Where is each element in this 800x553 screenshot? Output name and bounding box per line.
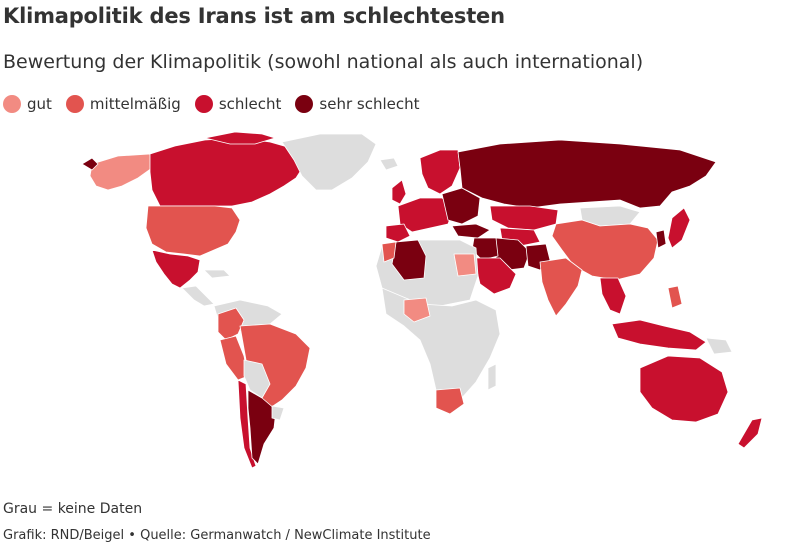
- legend-swatch-gut: [3, 95, 21, 113]
- chart-subtitle: Bewertung der Klimapolitik (sowohl natio…: [3, 51, 644, 73]
- legend-label-sehr-schlecht: sehr schlecht: [319, 95, 420, 113]
- region-morocco[interactable]: [381, 241, 397, 263]
- region-central-america[interactable]: [181, 285, 215, 307]
- region-algeria[interactable]: [391, 239, 427, 281]
- region-egypt[interactable]: [453, 253, 477, 277]
- region-indonesia[interactable]: [611, 319, 707, 351]
- region-japan[interactable]: [667, 207, 691, 249]
- region-mexico[interactable]: [151, 249, 201, 289]
- region-madagascar[interactable]: [487, 363, 497, 391]
- region-south-africa[interactable]: [435, 387, 465, 415]
- region-usa[interactable]: [145, 205, 241, 257]
- region-se-asia[interactable]: [599, 277, 627, 315]
- legend-item-sehr-schlecht: sehr schlecht: [295, 95, 420, 113]
- region-greenland[interactable]: [281, 133, 377, 191]
- region-saudi-arabia[interactable]: [473, 257, 517, 295]
- chart-title: Klimapolitik des Irans ist am schlechtes…: [3, 4, 505, 28]
- region-colombia[interactable]: [217, 307, 245, 341]
- legend-item-schlecht: schlecht: [194, 95, 282, 113]
- region-new-zealand[interactable]: [737, 417, 763, 449]
- region-korea[interactable]: [655, 229, 667, 249]
- region-caribbean[interactable]: [203, 269, 231, 279]
- region-india[interactable]: [539, 257, 583, 317]
- region-iberia[interactable]: [385, 223, 411, 243]
- legend-swatch-sehr-schlecht: [295, 95, 314, 113]
- region-papua[interactable]: [705, 337, 733, 355]
- region-chile[interactable]: [237, 379, 257, 469]
- legend-label-mittelmaessig: mittelmäßig: [89, 95, 181, 113]
- region-australia[interactable]: [639, 355, 729, 423]
- region-uruguay[interactable]: [271, 405, 285, 421]
- region-canada-islands[interactable]: [204, 131, 276, 145]
- region-turkey[interactable]: [451, 223, 491, 239]
- source-credit: Grafik: RND/Beigel • Quelle: Germanwatch…: [3, 528, 431, 543]
- region-alaska-tip[interactable]: [81, 157, 99, 171]
- legend-item-mittelmaessig: mittelmäßig: [65, 95, 181, 113]
- legend-swatch-mittelmaessig: [65, 95, 84, 113]
- region-alaska[interactable]: [89, 153, 161, 191]
- region-philippines[interactable]: [667, 285, 683, 309]
- region-canada[interactable]: [149, 137, 306, 207]
- region-nigeria[interactable]: [403, 297, 431, 323]
- region-kazakhstan[interactable]: [489, 205, 559, 231]
- legend: gut mittelmäßig schlecht sehr schlecht: [3, 95, 434, 113]
- region-uk[interactable]: [391, 179, 407, 205]
- world-map: [81, 131, 763, 469]
- no-data-note: Grau = keine Daten: [3, 501, 143, 517]
- region-iceland[interactable]: [379, 157, 399, 171]
- legend-label-schlecht: schlecht: [218, 95, 282, 113]
- region-russia[interactable]: [457, 139, 717, 209]
- legend-item-gut: gut: [3, 95, 52, 113]
- region-argentina[interactable]: [247, 389, 277, 465]
- legend-label-gut: gut: [27, 95, 52, 113]
- region-scandinavia[interactable]: [419, 149, 461, 195]
- region-china[interactable]: [551, 219, 659, 281]
- legend-swatch-schlecht: [194, 95, 213, 113]
